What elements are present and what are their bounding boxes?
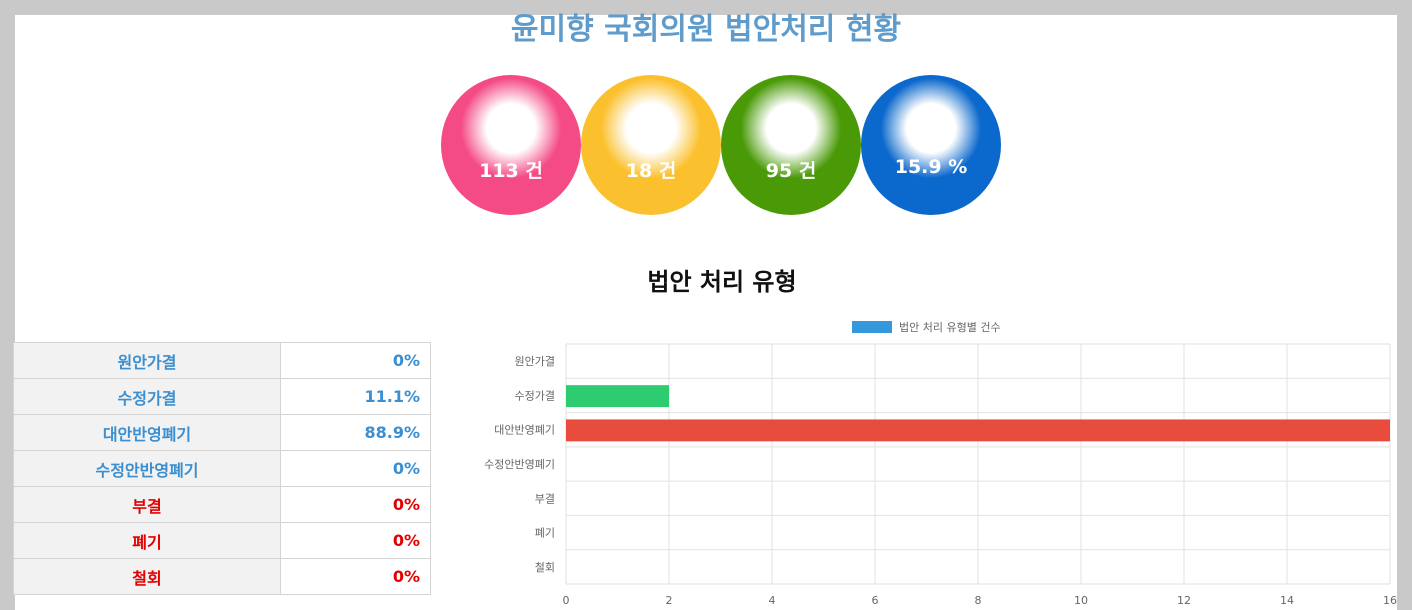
stat-value: 113 건 bbox=[479, 160, 543, 182]
bar bbox=[566, 385, 669, 408]
table-row: 대안반영폐기 88.9% bbox=[13, 414, 431, 451]
x-tick-label: 8 bbox=[975, 594, 982, 607]
y-tick-label: 원안가결 bbox=[515, 355, 555, 368]
stat-circle: 처리율 15.9 % bbox=[861, 75, 1001, 215]
type-name: 폐기 bbox=[13, 522, 281, 559]
stat-value: 15.9 % bbox=[894, 156, 968, 178]
page-title: 윤미향 국회의원 법안처리 현황 bbox=[510, 12, 902, 47]
type-name: 수정안반영폐기 bbox=[13, 450, 281, 487]
type-percent: 0% bbox=[280, 558, 431, 595]
types-table: 원안가결 0% 수정가결 11.1% 대안반영폐기 88.9% 수정안반영폐기 0% 부결 0% 폐… bbox=[13, 342, 431, 595]
stat-value: 18 건 bbox=[625, 160, 677, 182]
stat-circle: 처리 18 건 bbox=[581, 75, 721, 215]
y-tick-label: 철회 bbox=[535, 561, 555, 574]
type-name: 대안반영폐기 bbox=[13, 414, 281, 451]
x-tick-label: 10 bbox=[1074, 594, 1088, 607]
type-name: 철회 bbox=[13, 558, 281, 595]
stat-circle: 미처리 95 건 bbox=[721, 75, 861, 215]
type-percent: 0% bbox=[280, 342, 431, 379]
y-tick-label: 대안반영폐기 bbox=[494, 424, 555, 437]
table-row: 폐기 0% bbox=[13, 522, 431, 559]
type-name: 수정가결 bbox=[13, 378, 281, 415]
legend-swatch bbox=[852, 321, 892, 333]
y-tick-label: 수정안반영폐기 bbox=[484, 458, 555, 471]
type-percent: 0% bbox=[280, 450, 431, 487]
type-name: 부결 bbox=[13, 486, 281, 523]
type-name: 원안가결 bbox=[13, 342, 281, 379]
y-tick-label: 부결 bbox=[535, 492, 555, 505]
x-tick-label: 2 bbox=[666, 594, 673, 607]
stat-value: 95 건 bbox=[765, 160, 817, 182]
y-tick-label: 수정가결 bbox=[515, 389, 555, 402]
x-tick-label: 0 bbox=[563, 594, 570, 607]
x-tick-label: 16 bbox=[1383, 594, 1397, 607]
section-title: 법안 처리 유형 bbox=[647, 268, 797, 296]
stat-label: 처리 bbox=[633, 118, 669, 140]
bar bbox=[566, 419, 1390, 442]
x-tick-label: 12 bbox=[1177, 594, 1191, 607]
type-percent: 11.1% bbox=[280, 378, 431, 415]
table-row: 원안가결 0% bbox=[13, 342, 431, 379]
type-percent: 88.9% bbox=[280, 414, 431, 451]
legend-label: 법안 처리 유형별 건수 bbox=[899, 321, 1001, 334]
stat-label: 발의 bbox=[493, 118, 529, 140]
x-tick-label: 14 bbox=[1280, 594, 1294, 607]
type-percent: 0% bbox=[280, 486, 431, 523]
stat-label: 미처리 bbox=[764, 118, 818, 140]
x-tick-label: 6 bbox=[872, 594, 879, 607]
table-row: 철회 0% bbox=[13, 558, 431, 595]
y-tick-label: 폐기 bbox=[535, 527, 555, 540]
stat-label: 처리율 bbox=[904, 118, 958, 140]
table-row: 수정안반영폐기 0% bbox=[13, 450, 431, 487]
table-row: 부결 0% bbox=[13, 486, 431, 523]
stat-circle: 발의 113 건 bbox=[441, 75, 581, 215]
type-percent: 0% bbox=[280, 522, 431, 559]
x-tick-label: 4 bbox=[769, 594, 776, 607]
table-row: 수정가결 11.1% bbox=[13, 378, 431, 415]
